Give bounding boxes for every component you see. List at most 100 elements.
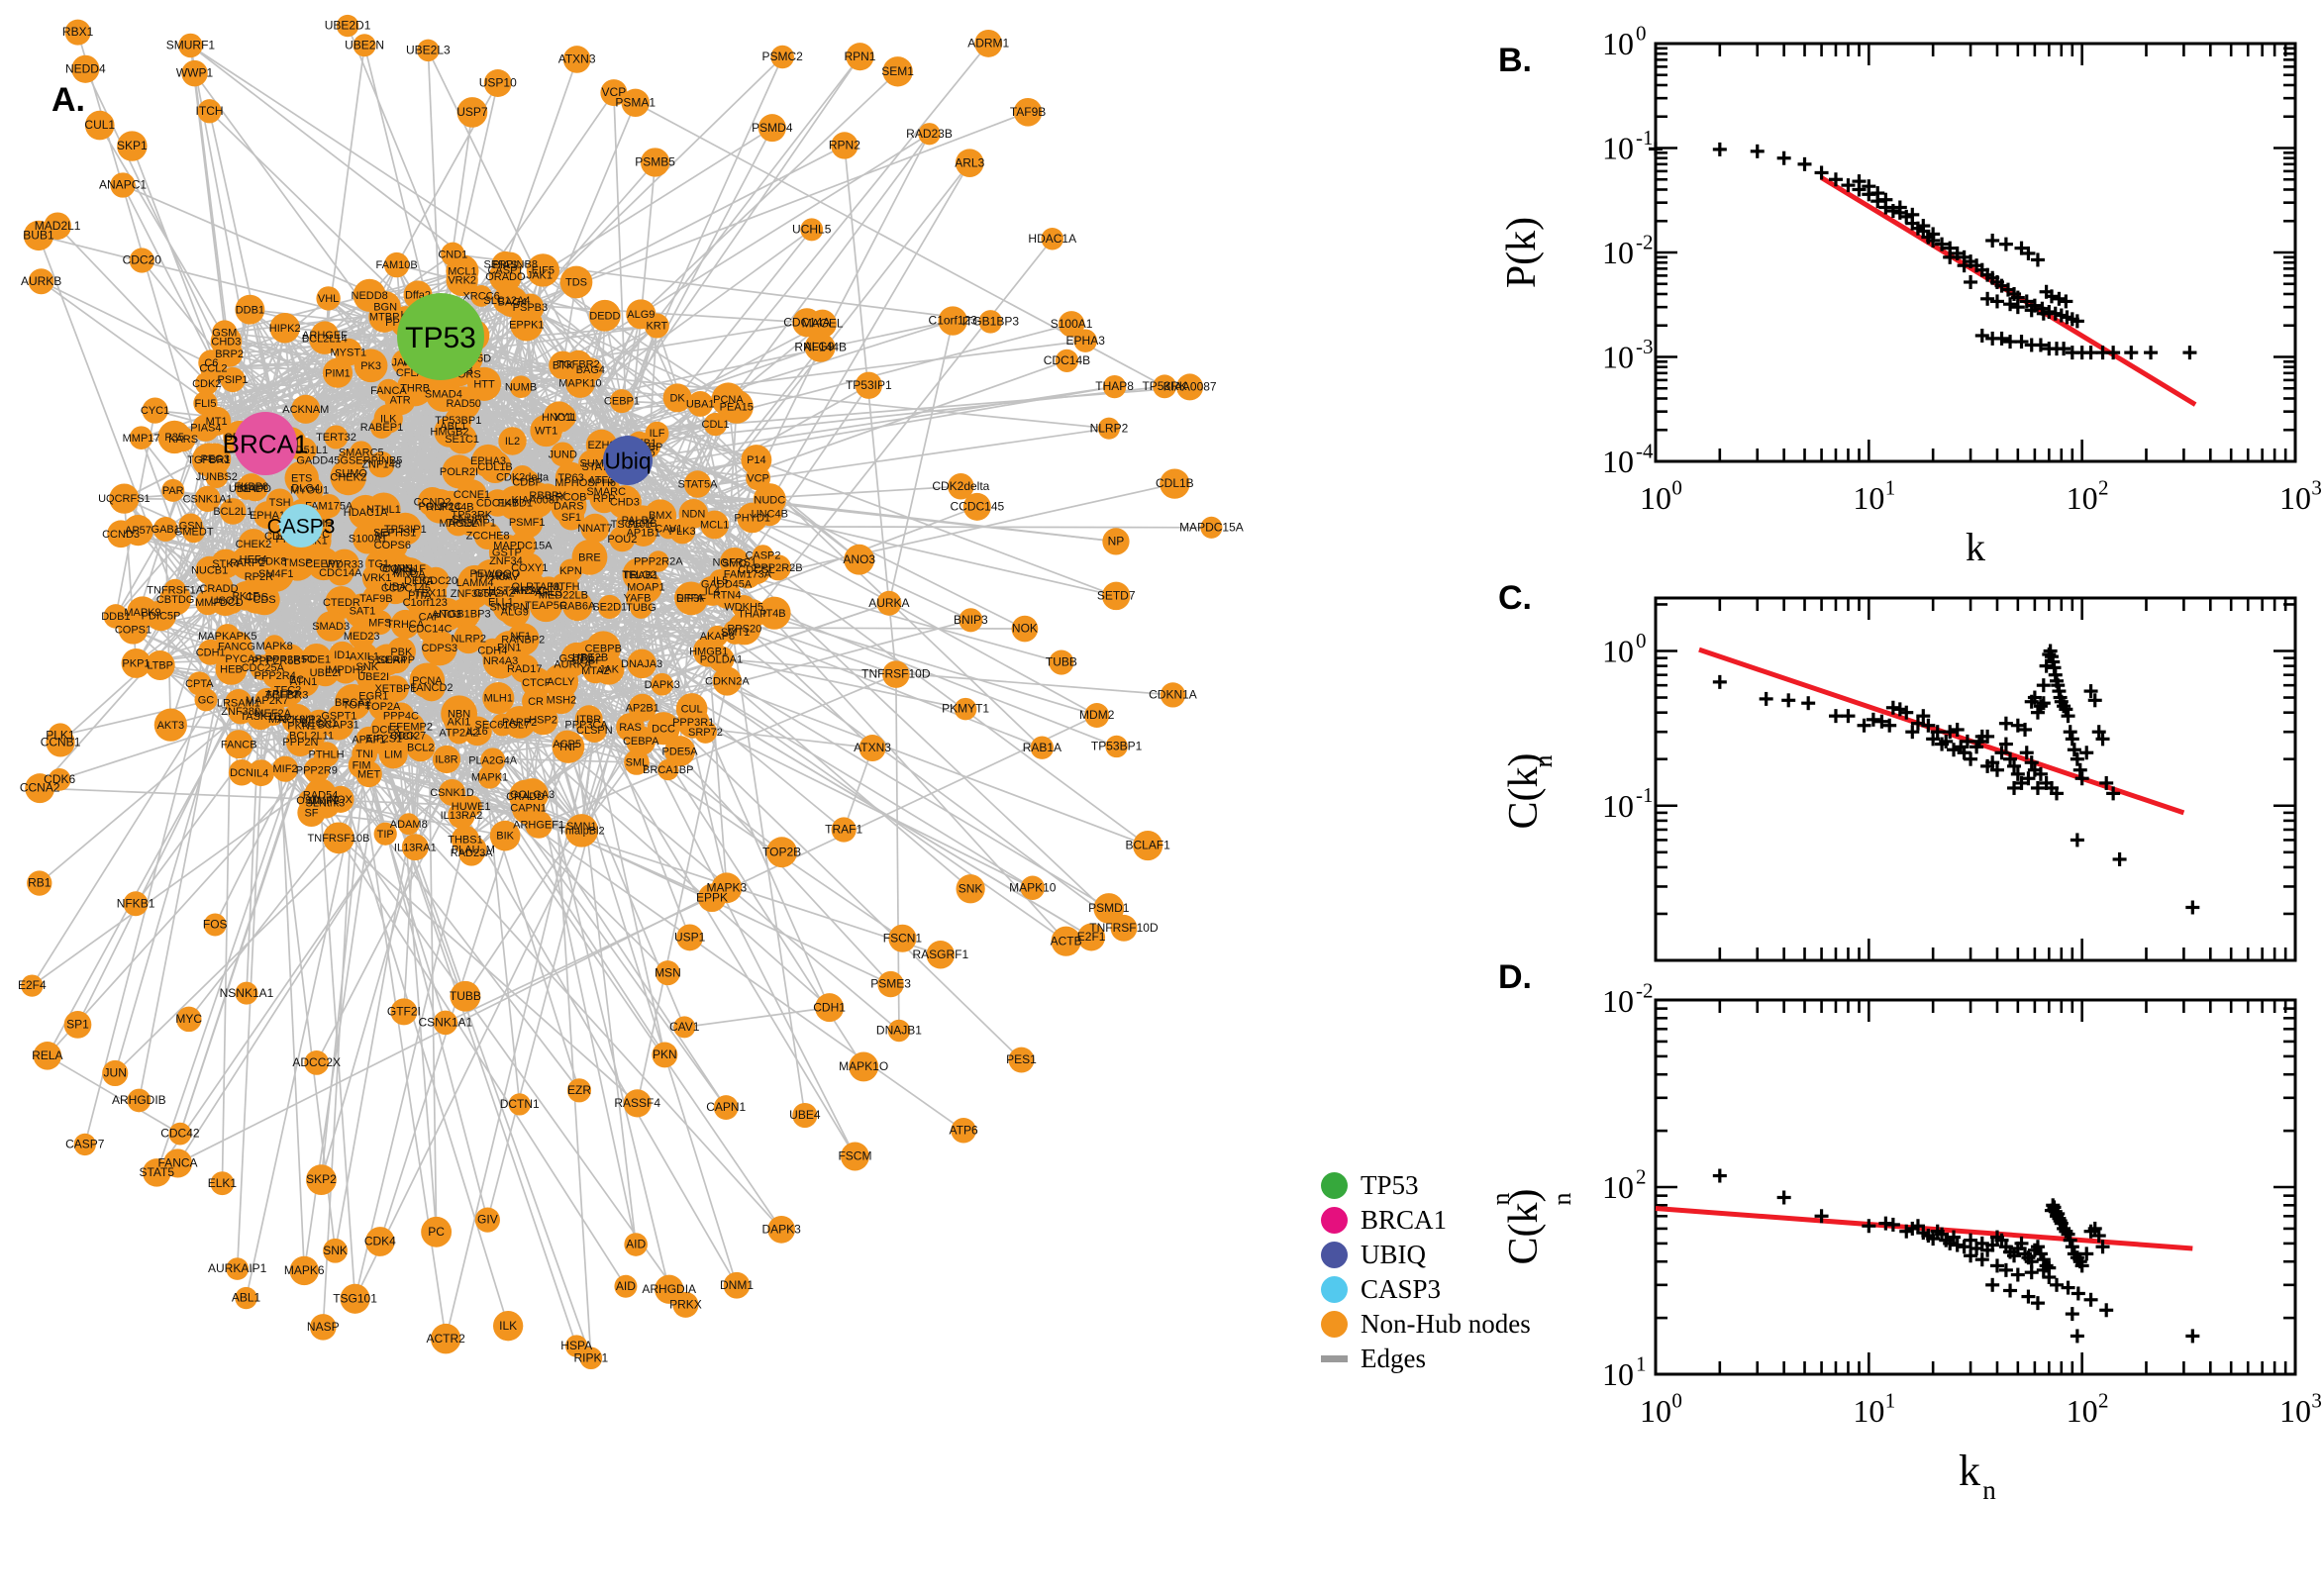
svg-text:10: 10 [1640,480,1671,516]
svg-text:MAPK10: MAPK10 [558,377,601,389]
svg-text:PK3: PK3 [360,360,381,372]
svg-text:CUL1: CUL1 [84,118,115,132]
panel-b-letter: B. [1498,42,1532,79]
svg-text:CND1: CND1 [438,249,467,260]
svg-text:CDH1: CDH1 [196,647,226,658]
svg-text:TMSP: TMSP [282,557,313,569]
svg-text:ATXN3: ATXN3 [558,52,596,66]
legend-item-casp3: CASP3 [1321,1272,1529,1307]
svg-text:TNFRSF10D: TNFRSF10D [861,667,931,681]
svg-text:TSG101: TSG101 [333,1291,377,1305]
svg-text:TNFRSF10B: TNFRSF10B [308,833,370,845]
svg-text:MAPK6: MAPK6 [284,1263,325,1277]
svg-text:PLK3: PLK3 [669,526,696,538]
svg-text:USP1: USP1 [674,931,706,945]
svg-text:ZNF148: ZNF148 [361,459,401,471]
svg-text:RNF144B: RNF144B [794,341,847,354]
svg-text:SERPINB8: SERPINB8 [484,258,538,270]
legend-label-nonhub: Non-Hub nodes [1361,1309,1531,1339]
svg-text:SNK: SNK [355,661,378,673]
legend-item-nonhub: Non-Hub nodes [1321,1307,1531,1342]
svg-text:10: 10 [1602,1356,1634,1392]
svg-text:CDL1B: CDL1B [1156,476,1194,490]
svg-text:STAT5: STAT5 [139,1165,174,1179]
svg-text:SEM1: SEM1 [881,64,914,78]
svg-text:GIV: GIV [477,1213,498,1227]
svg-text:SNK: SNK [323,1244,348,1257]
svg-text:P14: P14 [747,454,766,466]
svg-text:PSMA1: PSMA1 [615,95,656,109]
svg-text:MCL1: MCL1 [700,520,729,532]
svg-text:10: 10 [1853,480,1884,516]
panel-d-plot: 10 -210 210 110 0 10 1 10 2 10 3k nC(k)n n [1486,978,2322,1505]
legend-swatch-casp3 [1321,1276,1348,1303]
svg-text:PSMC2: PSMC2 [762,50,804,63]
svg-text:KRT: KRT [646,321,667,333]
svg-text:-2: -2 [1636,230,1654,253]
svg-text:ANAPC1: ANAPC1 [99,178,147,192]
svg-text:IL2: IL2 [505,436,520,448]
svg-text:PIM1: PIM1 [325,367,351,379]
svg-text:RTN4: RTN4 [713,590,742,602]
svg-text:DNM1: DNM1 [720,1278,754,1292]
svg-text:MIF2: MIF2 [272,763,297,775]
svg-text:CRADD: CRADD [506,791,545,803]
svg-text:HEB: HEB [220,663,243,675]
svg-text:RAD23A: RAD23A [451,848,493,859]
svg-text:RPN1: RPN1 [844,50,875,63]
svg-text:RAD23B: RAD23B [906,127,953,141]
svg-text:CYC1: CYC1 [141,405,169,417]
svg-text:IL4: IL4 [253,767,268,779]
svg-text:MAPK10: MAPK10 [1009,880,1057,894]
panel-b-plot: 10 010 -110 -210 -310 -410 0 10 1 10 2 10 3kP(k) [1499,21,2322,569]
svg-text:RPP: RPP [593,493,616,505]
svg-text:PSMB5: PSMB5 [635,155,675,169]
svg-text:DDB1: DDB1 [236,304,264,316]
svg-text:NUDC: NUDC [754,494,785,506]
svg-text:CAV1: CAV1 [669,1020,700,1034]
svg-text:STAT5A: STAT5A [678,479,719,491]
svg-text:PPP2R2A: PPP2R2A [634,556,683,568]
svg-text:THAP: THAP [738,608,766,620]
svg-text:MOAP1: MOAP1 [627,581,665,593]
svg-text:TNF: TNF [557,742,579,753]
svg-text:10: 10 [1640,1393,1671,1429]
svg-text:CDK2delta: CDK2delta [932,479,989,493]
legend-swatch-ubiq [1321,1242,1348,1268]
svg-text:DAPK3: DAPK3 [761,1222,801,1236]
svg-text:FAM10B: FAM10B [376,259,418,271]
svg-text:MADD: MADD [240,483,271,495]
svg-text:HDAC1A: HDAC1A [1028,232,1076,246]
svg-text:MAPDC15A: MAPDC15A [1179,520,1244,534]
svg-text:-1: -1 [1636,783,1654,807]
svg-text:0: 0 [1671,1388,1682,1412]
svg-text:UBE2D1: UBE2D1 [325,19,371,33]
svg-text:AP2B1: AP2B1 [626,702,659,714]
svg-text:SEPHS1: SEPHS1 [373,528,416,540]
svg-text:DEDD: DEDD [589,310,620,322]
panel-b-degree-distribution: 10 0 10 -1 10 -2 10 -3 10 -4 10 0 10 1 10 2 10 3 k P(k) [1475,18,2323,582]
svg-text:SMARC5: SMARC5 [339,448,384,459]
svg-text:COBF: COBF [572,655,603,667]
svg-text:-4: -4 [1636,439,1654,462]
svg-text:DCN: DCN [230,767,253,779]
svg-text:ADAM8: ADAM8 [390,819,428,831]
svg-text:JUND: JUND [549,449,577,460]
svg-text:PKMYT1: PKMYT1 [942,702,989,716]
svg-text:HSPA: HSPA [560,1339,592,1352]
svg-text:SMN1: SMN1 [566,821,597,833]
svg-text:CDPS3: CDPS3 [421,643,457,654]
svg-text:GAB1: GAB1 [152,524,180,536]
svg-text:SP1: SP1 [66,1017,89,1031]
legend-item-brca1: BRCA1 [1321,1203,1529,1238]
panel-c-plot: 10 010 -1C(k)n [1501,596,2297,962]
svg-text:PCNA: PCNA [713,394,744,406]
svg-text:POLR2I: POLR2I [440,466,478,478]
svg-text:KPN: KPN [559,565,582,577]
svg-text:NLRP2: NLRP2 [1090,421,1129,435]
svg-text:PSMD1: PSMD1 [1088,901,1130,915]
svg-text:ITGB1BP3: ITGB1BP3 [962,314,1020,328]
svg-text:3: 3 [2311,475,2322,499]
svg-text:BCLAF1: BCLAF1 [1125,839,1170,852]
svg-text:PYCAP: PYCAP [225,653,261,665]
